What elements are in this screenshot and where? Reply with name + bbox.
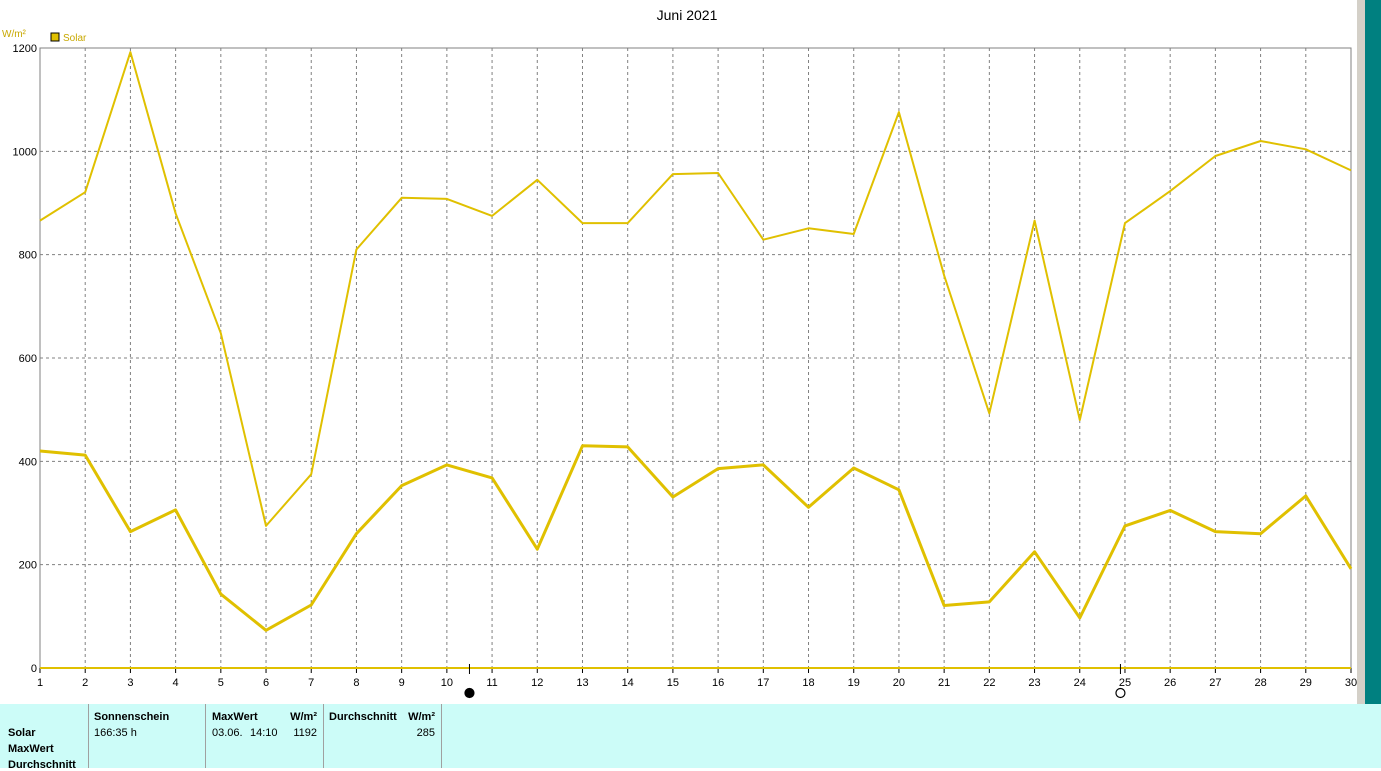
max-date: 03.06. xyxy=(212,727,243,739)
avg-unit: W/m² xyxy=(408,711,435,723)
solar-chart: Juni 2021 W/m² Solar 0200400600800100012… xyxy=(2,7,1357,699)
x-tick-label: 25 xyxy=(1119,677,1131,689)
x-tick-label: 3 xyxy=(127,677,133,689)
series-line-solar-average xyxy=(39,444,1353,632)
summary-col-max: MaxWert W/m² 03.06. 14:10 1192 xyxy=(205,704,324,768)
max-time: 14:10 xyxy=(250,727,278,739)
x-tick-label: 16 xyxy=(712,677,724,689)
x-tick-label: 26 xyxy=(1164,677,1176,689)
x-tick-label: 18 xyxy=(802,677,814,689)
y-tick-label: 1200 xyxy=(13,43,37,55)
max-header: MaxWert xyxy=(212,711,258,723)
x-tick-label: 30 xyxy=(1345,677,1357,689)
x-tick-label: 12 xyxy=(531,677,543,689)
y-tick-label: 0 xyxy=(31,663,37,675)
x-tick-label: 7 xyxy=(308,677,314,689)
y-tick-label: 400 xyxy=(19,456,37,468)
y-tick-labels: 0 200 400 600 800 1000 1200 xyxy=(13,43,37,675)
sunshine-header: Sonnenschein xyxy=(94,711,170,723)
x-tick-label: 10 xyxy=(441,677,453,689)
row-label-maxwert: MaxWert xyxy=(8,743,54,755)
x-tick-label: 19 xyxy=(848,677,860,689)
x-tick-label: 20 xyxy=(893,677,905,689)
row-label-solar: Solar xyxy=(8,727,36,739)
x-tick-label: 17 xyxy=(757,677,769,689)
summary-col-avg: Durchschnitt W/m² 285 xyxy=(323,704,442,768)
new-moon-icon xyxy=(464,687,475,699)
x-tick-labels: 1 2 3 4 5 6 7 8 9 10 11 12 13 14 15 16 17 18 19 20 21 22 23 24 2… xyxy=(37,668,1357,689)
summary-row-labels: Solar MaxWert Durchschnitt xyxy=(0,704,89,771)
series-line-solar-max xyxy=(39,51,1352,527)
x-tick-label: 8 xyxy=(353,677,359,689)
x-tick-label: 5 xyxy=(218,677,224,689)
y-tick-label: 800 xyxy=(19,250,37,262)
chart-title: Juni 2021 xyxy=(657,7,718,23)
max-value: 1192 xyxy=(293,727,317,739)
x-tick-label: 28 xyxy=(1254,677,1266,689)
y-tick-label: 200 xyxy=(19,560,37,572)
y-tick-label: 600 xyxy=(19,353,37,365)
legend-swatch xyxy=(50,32,60,42)
summary-col-sunshine: Sonnenschein 166:35 h xyxy=(88,704,206,768)
x-tick-label: 13 xyxy=(576,677,588,689)
moon-phase-markers xyxy=(464,664,1126,699)
series-lines xyxy=(39,51,1353,669)
x-tick-label: 4 xyxy=(173,677,179,689)
x-tick-label: 22 xyxy=(983,677,995,689)
y-tick-label: 1000 xyxy=(13,146,37,158)
summary-table: Solar MaxWert Durchschnitt Sonnenschein … xyxy=(0,704,1381,771)
avg-value: 285 xyxy=(416,727,435,739)
row-label-durchschnitt: Durchschnitt xyxy=(8,759,76,771)
max-unit: W/m² xyxy=(290,711,317,723)
x-tick-label: 24 xyxy=(1074,677,1086,689)
x-tick-label: 2 xyxy=(82,677,88,689)
full-moon-icon xyxy=(1115,687,1126,699)
y-axis-unit: W/m² xyxy=(2,29,27,40)
grid-lines xyxy=(40,48,1351,668)
x-tick-label: 27 xyxy=(1209,677,1221,689)
x-tick-label: 14 xyxy=(622,677,634,689)
x-tick-label: 23 xyxy=(1028,677,1040,689)
window-border xyxy=(1357,0,1365,768)
x-tick-label: 29 xyxy=(1300,677,1312,689)
x-tick-label: 1 xyxy=(37,677,43,689)
avg-header: Durchschnitt xyxy=(329,711,397,723)
x-tick-label: 15 xyxy=(667,677,679,689)
x-tick-label: 9 xyxy=(399,677,405,689)
legend-entry-solar: Solar xyxy=(63,33,87,44)
sunshine-value: 166:35 h xyxy=(94,727,137,739)
x-tick-label: 6 xyxy=(263,677,269,689)
x-tick-label: 21 xyxy=(938,677,950,689)
x-tick-label: 11 xyxy=(486,677,497,689)
